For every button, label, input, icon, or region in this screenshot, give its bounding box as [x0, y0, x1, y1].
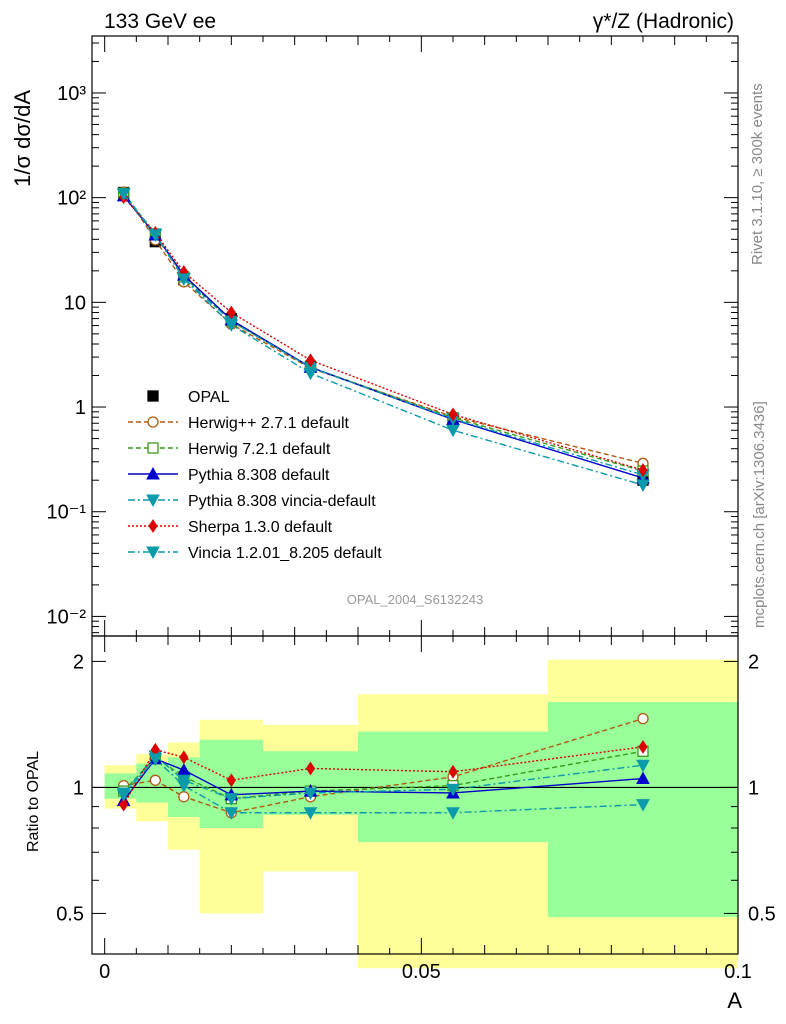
- main-point-vincia: [446, 424, 460, 438]
- main-series-sherpa: [119, 190, 648, 477]
- legend-marker-sherpa: [148, 519, 158, 533]
- mcplots-label: mcplots.cern.ch [arXiv:1306.3436]: [751, 401, 768, 628]
- main-point-vincia: [303, 367, 318, 381]
- ratio-series-sherpa: [119, 739, 648, 812]
- ratio-point-herwigpp: [149, 774, 161, 786]
- legend-label-opal: OPAL: [188, 389, 230, 406]
- ratio-point-herwigpp: [178, 791, 190, 803]
- main-series-pythia_vincia: [116, 188, 650, 482]
- main-series-vincia: [116, 188, 650, 493]
- x-tick-label: 0.05: [402, 961, 441, 983]
- ratio-point-sherpa: [448, 764, 458, 779]
- main-line-pythia: [123, 195, 644, 479]
- legend-label-sherpa: Sherpa 1.3.0 default: [188, 519, 333, 536]
- legend-marker-pythia_vincia: [146, 494, 160, 508]
- ratio-panel-series: [116, 712, 650, 820]
- ratio-point-vincia: [176, 780, 191, 793]
- ratio-tick-label-left: 0.5: [56, 903, 84, 925]
- x-tick-label: 0: [99, 961, 110, 983]
- y-tick-label: 10³: [57, 83, 86, 105]
- ratio-point-herwigpp: [637, 712, 649, 725]
- main-point-vincia: [224, 319, 239, 332]
- legend-marker-pythia: [146, 466, 160, 480]
- ratio-uncertainty-bands: [92, 659, 738, 969]
- ratio-point-sherpa: [226, 773, 236, 788]
- main-point-sherpa: [448, 407, 458, 422]
- ratio-point-pythia_vincia: [224, 793, 239, 806]
- ratio-tick-label-left: 2: [73, 651, 84, 673]
- legend-label-herwigpp: Herwig++ 2.7.1 default: [188, 415, 350, 432]
- ratio-tick-label-right: 0.5: [748, 903, 776, 925]
- ratio-point-pythia_vincia: [636, 759, 650, 773]
- x-axis-label: A: [727, 988, 742, 1013]
- main-point-vincia: [116, 188, 131, 202]
- legend-label-herwig7: Herwig 7.2.1 default: [188, 441, 331, 458]
- y-tick-label: 10⁻²: [47, 606, 87, 628]
- main-point-sherpa: [226, 305, 236, 320]
- ratio-point-sherpa: [119, 797, 129, 812]
- legend-marker-herwig7: [147, 442, 159, 454]
- y-axis-label: 1/σ dσ/dA: [10, 90, 35, 187]
- main-point-vincia: [148, 229, 163, 243]
- ratio-point-sherpa: [305, 761, 316, 776]
- rivet-label: Rivet 3.1.10, ≥ 300k events: [749, 83, 766, 265]
- process-label: γ*/Z (Hadronic): [593, 10, 734, 33]
- ratio-point-sherpa: [179, 750, 189, 765]
- analysis-id: OPAL_2004_S6132243: [347, 592, 483, 607]
- ratio-tick-label-right: 1: [748, 777, 759, 799]
- main-series-herwig7: [118, 187, 649, 477]
- ratio-point-vincia: [224, 807, 239, 820]
- legend-label-pythia: Pythia 8.308 default: [188, 467, 330, 484]
- ratio-point-vincia: [303, 807, 318, 820]
- ratio-panel-frame: [91, 635, 739, 955]
- band-inner-4: [263, 751, 358, 815]
- ratio-panel-ticks: 0.5 0.5 1 1 2 2: [56, 651, 776, 955]
- ratio-point-pythia_vincia: [303, 787, 318, 801]
- main-point-vincia: [176, 273, 191, 287]
- ratio-point-vincia: [446, 807, 460, 820]
- ratio-tick-label-right: 2: [748, 651, 759, 673]
- main-panel-series: [116, 186, 650, 493]
- main-panel-ticks: 10⁻² 10⁻¹ 1 10 10² 10³ 0 0.05 0.1: [47, 36, 752, 983]
- ratio-axis-label: Ratio to OPAL: [25, 751, 42, 852]
- y-tick-label: 1: [75, 397, 86, 419]
- legend: OPAL Herwig++ 2.7.1 default Herwig 7.2.1 d…: [128, 389, 382, 562]
- legend-marker-herwigpp: [147, 416, 159, 428]
- ratio-point-vincia: [116, 789, 131, 802]
- y-tick-label: 10²: [57, 188, 86, 210]
- legend-marker-vincia: [146, 546, 160, 560]
- ratio-series-vincia: [116, 753, 650, 820]
- y-tick-label: 10⁻¹: [47, 502, 87, 524]
- ratio-point-vincia: [636, 799, 650, 812]
- ratio-point-pythia_vincia: [446, 783, 460, 797]
- ratio-tick-label-left: 1: [73, 777, 84, 799]
- legend-label-pythia_vincia: Pythia 8.308 vincia-default: [188, 493, 376, 510]
- x-tick-label: 0.1: [724, 961, 752, 983]
- energy-label: 133 GeV ee: [104, 10, 216, 33]
- ratio-point-vincia: [148, 753, 163, 766]
- main-point-sherpa: [305, 353, 316, 368]
- legend-marker-opal: [147, 390, 159, 402]
- main-series-pythia: [116, 188, 650, 484]
- main-point-vincia: [636, 479, 650, 493]
- ratio-point-sherpa: [638, 739, 648, 754]
- y-tick-label: 10: [64, 292, 86, 314]
- ratio-point-pythia: [636, 771, 650, 785]
- legend-label-vincia: Vincia 1.2.01_8.205 default: [188, 545, 382, 562]
- main-point-sherpa: [638, 463, 648, 477]
- main-line-pythia_vincia: [123, 193, 644, 476]
